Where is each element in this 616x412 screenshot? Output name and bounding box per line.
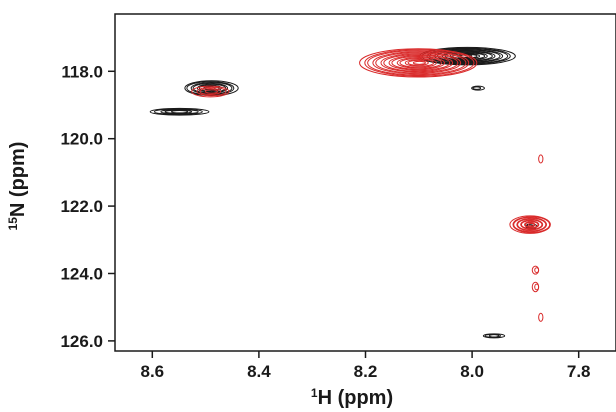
y-tick-label: 126.0 [60, 332, 103, 351]
x-tick-label: 7.8 [567, 362, 591, 381]
y-axis-title-text: N (ppm) [7, 142, 29, 218]
contour-level [524, 221, 539, 229]
contour-level [364, 49, 475, 77]
contour-level [524, 222, 536, 228]
contour-series [191, 48, 551, 322]
contour-level [399, 57, 437, 68]
contour-level [534, 267, 540, 274]
contour-level [412, 60, 426, 65]
contour-level [538, 154, 544, 164]
contour-level [191, 85, 230, 98]
x-axis-ticks: 8.6 8.4 8.2 8.0 7.8 [140, 351, 591, 381]
contour-level [441, 51, 493, 62]
contour-level [538, 312, 544, 322]
contour-peak [471, 85, 485, 91]
contour-level [531, 281, 540, 293]
y-tick-label: 120.0 [60, 130, 103, 149]
contour-level [149, 107, 210, 116]
contour-level [404, 58, 435, 67]
contour-level [471, 85, 485, 91]
contour-level [190, 81, 233, 95]
x-axis-title: 1H (ppm) [311, 386, 393, 409]
contour-level [407, 59, 429, 66]
contour-peak [149, 107, 210, 116]
contour-series [149, 46, 538, 339]
contour-level [391, 56, 445, 70]
contour-level [516, 217, 547, 232]
contour-level [388, 55, 451, 71]
y-tick-label: 122.0 [60, 197, 103, 216]
contour-level [359, 48, 478, 78]
contour-level [171, 110, 189, 114]
y-axis-title-superscript: 15 [6, 217, 20, 231]
x-axis-title-text: H (ppm) [318, 387, 394, 409]
contour-peak [538, 312, 544, 322]
contour-peak [531, 265, 540, 275]
contour-level [527, 222, 535, 227]
contour-level [513, 217, 548, 233]
contour-layer [149, 46, 551, 339]
contour-peak [538, 154, 544, 164]
contour-level [372, 51, 467, 75]
contour-level [199, 88, 222, 96]
contour-level [520, 219, 543, 230]
contour-level [534, 283, 540, 291]
contour-peak [531, 281, 540, 293]
contour-level [367, 50, 470, 76]
contour-level [383, 54, 454, 72]
contour-level [380, 53, 459, 73]
contour-peak [509, 215, 551, 234]
x-tick-label: 8.2 [354, 362, 378, 381]
contour-level [204, 89, 219, 94]
contour-level [396, 56, 443, 69]
contour-level [196, 86, 227, 97]
y-axis-title: 15N (ppm) [6, 142, 29, 231]
x-tick-label: 8.4 [247, 362, 271, 381]
contour-level [517, 218, 544, 231]
contour-level [375, 52, 462, 74]
contour-peak [191, 85, 230, 98]
contour-level [520, 220, 540, 229]
contour-level [160, 109, 199, 115]
contour-level [531, 265, 540, 275]
y-tick-label: 118.0 [61, 62, 103, 81]
contour-level [482, 333, 506, 339]
x-axis-title-superscript: 1 [311, 386, 318, 400]
y-axis-ticks: 118.0 120.0 122.0 124.0 126.0 [60, 62, 115, 351]
contour-level [512, 216, 551, 234]
y-tick-label: 124.0 [60, 264, 103, 283]
contour-level [153, 108, 203, 115]
contour-level [488, 334, 500, 338]
contour-level [509, 215, 551, 234]
contour-peak [482, 333, 506, 339]
x-tick-label: 8.6 [140, 362, 164, 381]
contour-level [472, 86, 482, 90]
x-tick-label: 8.0 [460, 362, 484, 381]
contour-peak [359, 48, 478, 78]
